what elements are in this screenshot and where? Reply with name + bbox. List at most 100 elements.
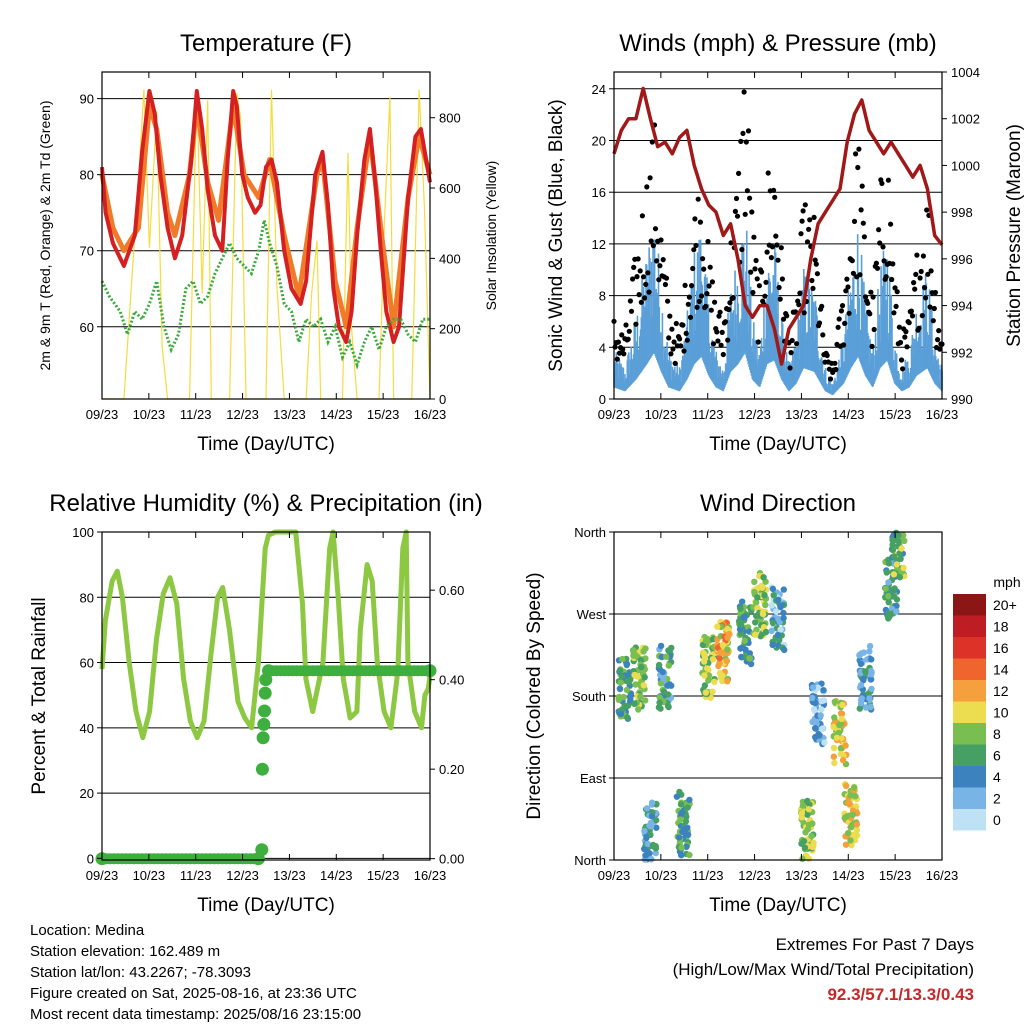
gust-point (893, 303, 899, 309)
gust-point (754, 276, 760, 282)
gust-point (646, 289, 652, 295)
legend-label: 2 (993, 791, 1001, 807)
gust-point (918, 268, 924, 275)
gust-point (708, 307, 714, 313)
y-tick-label: South (572, 689, 606, 704)
legend-label: 4 (993, 769, 1001, 785)
gust-point (765, 170, 771, 176)
wind-direction-point (641, 674, 648, 681)
gust-point (873, 260, 880, 266)
y-tick-label: 80 (80, 168, 94, 183)
y-axis-label: Percent & Total Rainfall (29, 597, 50, 794)
wind-direction-point (809, 694, 816, 702)
x-tick-label: 16/23 (926, 868, 959, 883)
gust-point (862, 294, 869, 300)
gust-point (631, 264, 637, 270)
wind-direction-point (641, 845, 648, 853)
legend-swatch (953, 701, 986, 723)
gust-point (937, 346, 943, 352)
wind-direction-point (642, 852, 649, 859)
wind-direction-point (686, 851, 693, 859)
gust-point (896, 324, 903, 330)
precip-point (255, 762, 269, 776)
wind-direction-point (684, 804, 691, 811)
gust-point (689, 283, 695, 289)
gust-point (730, 295, 736, 301)
wind-direction-point (857, 682, 865, 689)
wind-direction-point (769, 585, 777, 593)
wind-direction-point (649, 841, 657, 849)
y-tick-label: 4 (599, 340, 606, 355)
wind-direction-point (624, 702, 632, 709)
wind-direction-point (648, 813, 656, 820)
wind-direction-point (709, 688, 716, 695)
wind-direction-point (837, 750, 845, 758)
wind-direction-point (746, 655, 753, 662)
location-text: Location: Medina (30, 922, 145, 939)
wind-direction-point (830, 723, 837, 731)
gust-point (826, 366, 833, 372)
wind-direction-point (709, 636, 717, 643)
gust-point (784, 313, 790, 319)
gust-point (666, 335, 672, 341)
gust-point (736, 170, 742, 176)
wind-direction-point (684, 831, 692, 838)
y-tick-label: North (574, 853, 606, 868)
gust-point (902, 334, 908, 340)
extremes-box: Extremes For Past 7 Days (High/Low/Max W… (673, 932, 974, 1007)
gust-point (621, 351, 627, 357)
gust-point (906, 320, 912, 326)
gust-point (836, 316, 842, 322)
gust-point (734, 213, 741, 219)
x-tick-label: 13/23 (273, 868, 306, 883)
wind-direction-point (848, 842, 855, 849)
wind-direction-point (830, 753, 837, 760)
x-tick-label: 14/23 (832, 407, 865, 422)
wind-direction-point (759, 610, 767, 618)
gust-point (644, 184, 650, 190)
gust-point (776, 284, 782, 291)
wind-direction-point (846, 800, 853, 808)
wind-direction-point (683, 843, 690, 850)
gust-point (820, 332, 826, 338)
wind-direction-point (868, 685, 875, 693)
wind-direction-point (719, 677, 726, 685)
gust-point (759, 269, 765, 275)
wind-direction-point (770, 592, 777, 599)
wind-direction-point (653, 824, 660, 831)
gust-point (684, 337, 690, 343)
wind-direction-point (677, 816, 684, 823)
gust-point (707, 264, 713, 270)
x-tick-label: 11/23 (180, 407, 212, 422)
wind-direction-point (665, 662, 672, 669)
y-tick-label: West (577, 607, 607, 622)
gust-point (720, 351, 726, 358)
wind-direction-point (668, 644, 675, 652)
gust-point (856, 146, 862, 152)
wind-direction-point (890, 571, 898, 578)
gust-point (680, 322, 686, 328)
gust-point (768, 255, 775, 261)
wind-direction-point (673, 793, 681, 800)
gust-point (728, 240, 734, 246)
wind-direction-point (856, 705, 863, 712)
gust-point (773, 233, 779, 239)
gust-point (874, 265, 881, 271)
gust-point (889, 276, 895, 283)
wind-direction-point (754, 604, 761, 612)
gust-point (755, 339, 761, 345)
wind-direction-point (860, 675, 867, 682)
wind-direction-point (818, 706, 825, 713)
wind-direction-point (801, 844, 809, 851)
wind-direction-point (738, 653, 745, 661)
x-axis-label: Time (Day/UTC) (709, 434, 847, 455)
gust-point (710, 341, 717, 347)
y-tick-label-right: 0.20 (439, 762, 464, 777)
precip-point (257, 717, 271, 731)
wind-direction-point (724, 625, 731, 633)
legend-label: 20+ (993, 597, 1017, 613)
gust-point (748, 269, 754, 275)
wind-direction-point (866, 642, 874, 650)
x-tick-label: 12/23 (738, 868, 771, 883)
wind-direction-point (775, 615, 782, 622)
